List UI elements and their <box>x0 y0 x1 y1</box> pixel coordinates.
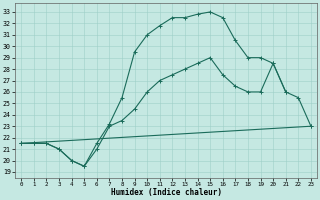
X-axis label: Humidex (Indice chaleur): Humidex (Indice chaleur) <box>111 188 221 197</box>
